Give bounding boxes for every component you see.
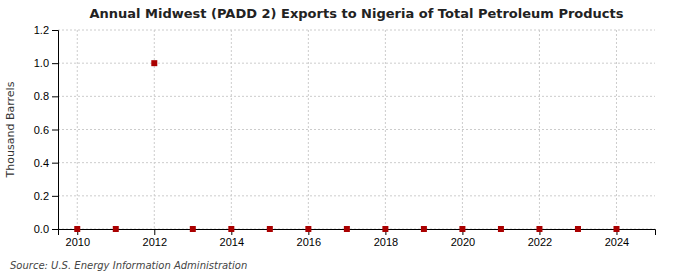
tick: 0.2 [34,190,58,202]
tick-mark [52,130,58,131]
y-axis-title: Thousand Barrels [4,81,17,178]
tick: 0.0 [34,223,58,235]
tick-label: 2024 [605,236,629,248]
grid-line [616,30,617,229]
tick-label: 2016 [297,236,321,248]
tick-label: 2014 [220,236,244,248]
point [459,226,465,232]
grid-line [58,129,655,130]
grid-line [385,30,386,229]
tick-label: 2020 [451,236,475,248]
tick-label: 0.4 [34,157,49,169]
y-axis: 0.0 0.2 0.4 0.6 0.8 1.0 1.2 [34,24,59,235]
tick-mark [52,196,58,197]
tick-mark [52,63,58,64]
annotation: Source: U.S. Energy Information Administ… [10,260,247,271]
point [113,226,119,232]
tick-mark [52,96,58,97]
point [344,226,350,232]
grid-line [58,162,655,163]
tick-mark [52,163,58,164]
point [613,226,619,232]
tick-label: 1.2 [34,24,49,36]
tick: 0.4 [34,157,58,169]
grid-line [77,30,78,229]
tick-label: 2012 [143,236,167,248]
tick-label: 2018 [374,236,398,248]
grid [58,30,655,229]
grid-line [308,30,309,229]
tick-mark [154,229,155,235]
tick: 0.8 [34,90,58,102]
tick-label: 0.8 [34,90,49,102]
point [151,60,157,66]
axis-line [59,230,656,236]
tick-mark [52,229,58,230]
tick: 0.6 [34,124,58,136]
point [267,226,273,232]
plot: 201020122014201620182020202220240.00.20.… [34,24,656,248]
grid-line [58,30,655,31]
tick: 1.0 [34,57,58,69]
tick-label: 2022 [528,236,552,248]
tick-label: 0.6 [34,124,49,136]
tick: 1.2 [34,24,58,36]
point [536,226,542,232]
axis-line [52,31,59,230]
point [74,226,80,232]
tick-label: 0.2 [34,190,49,202]
chart: 201020122014201620182020202220240.00.20.… [0,0,675,275]
grid-line [58,195,655,196]
grid-line [58,63,655,64]
x-axis: 2010 2012 2014 2016 2018 2020 2022 2024 [59,229,656,248]
title: Annual Midwest (PADD 2) Exports to Niger… [90,6,624,21]
point [498,226,504,232]
point [228,226,234,232]
tick-label: 1.0 [34,57,49,69]
tick-mark [52,30,58,31]
tick-label: 2010 [66,236,90,248]
points [74,60,619,232]
point [421,226,427,232]
grid-line [58,96,655,97]
point [305,226,311,232]
tick-label: 0.0 [34,223,49,235]
point [190,226,196,232]
point [382,226,388,232]
point [575,226,581,232]
tick: 2012 [143,229,167,248]
